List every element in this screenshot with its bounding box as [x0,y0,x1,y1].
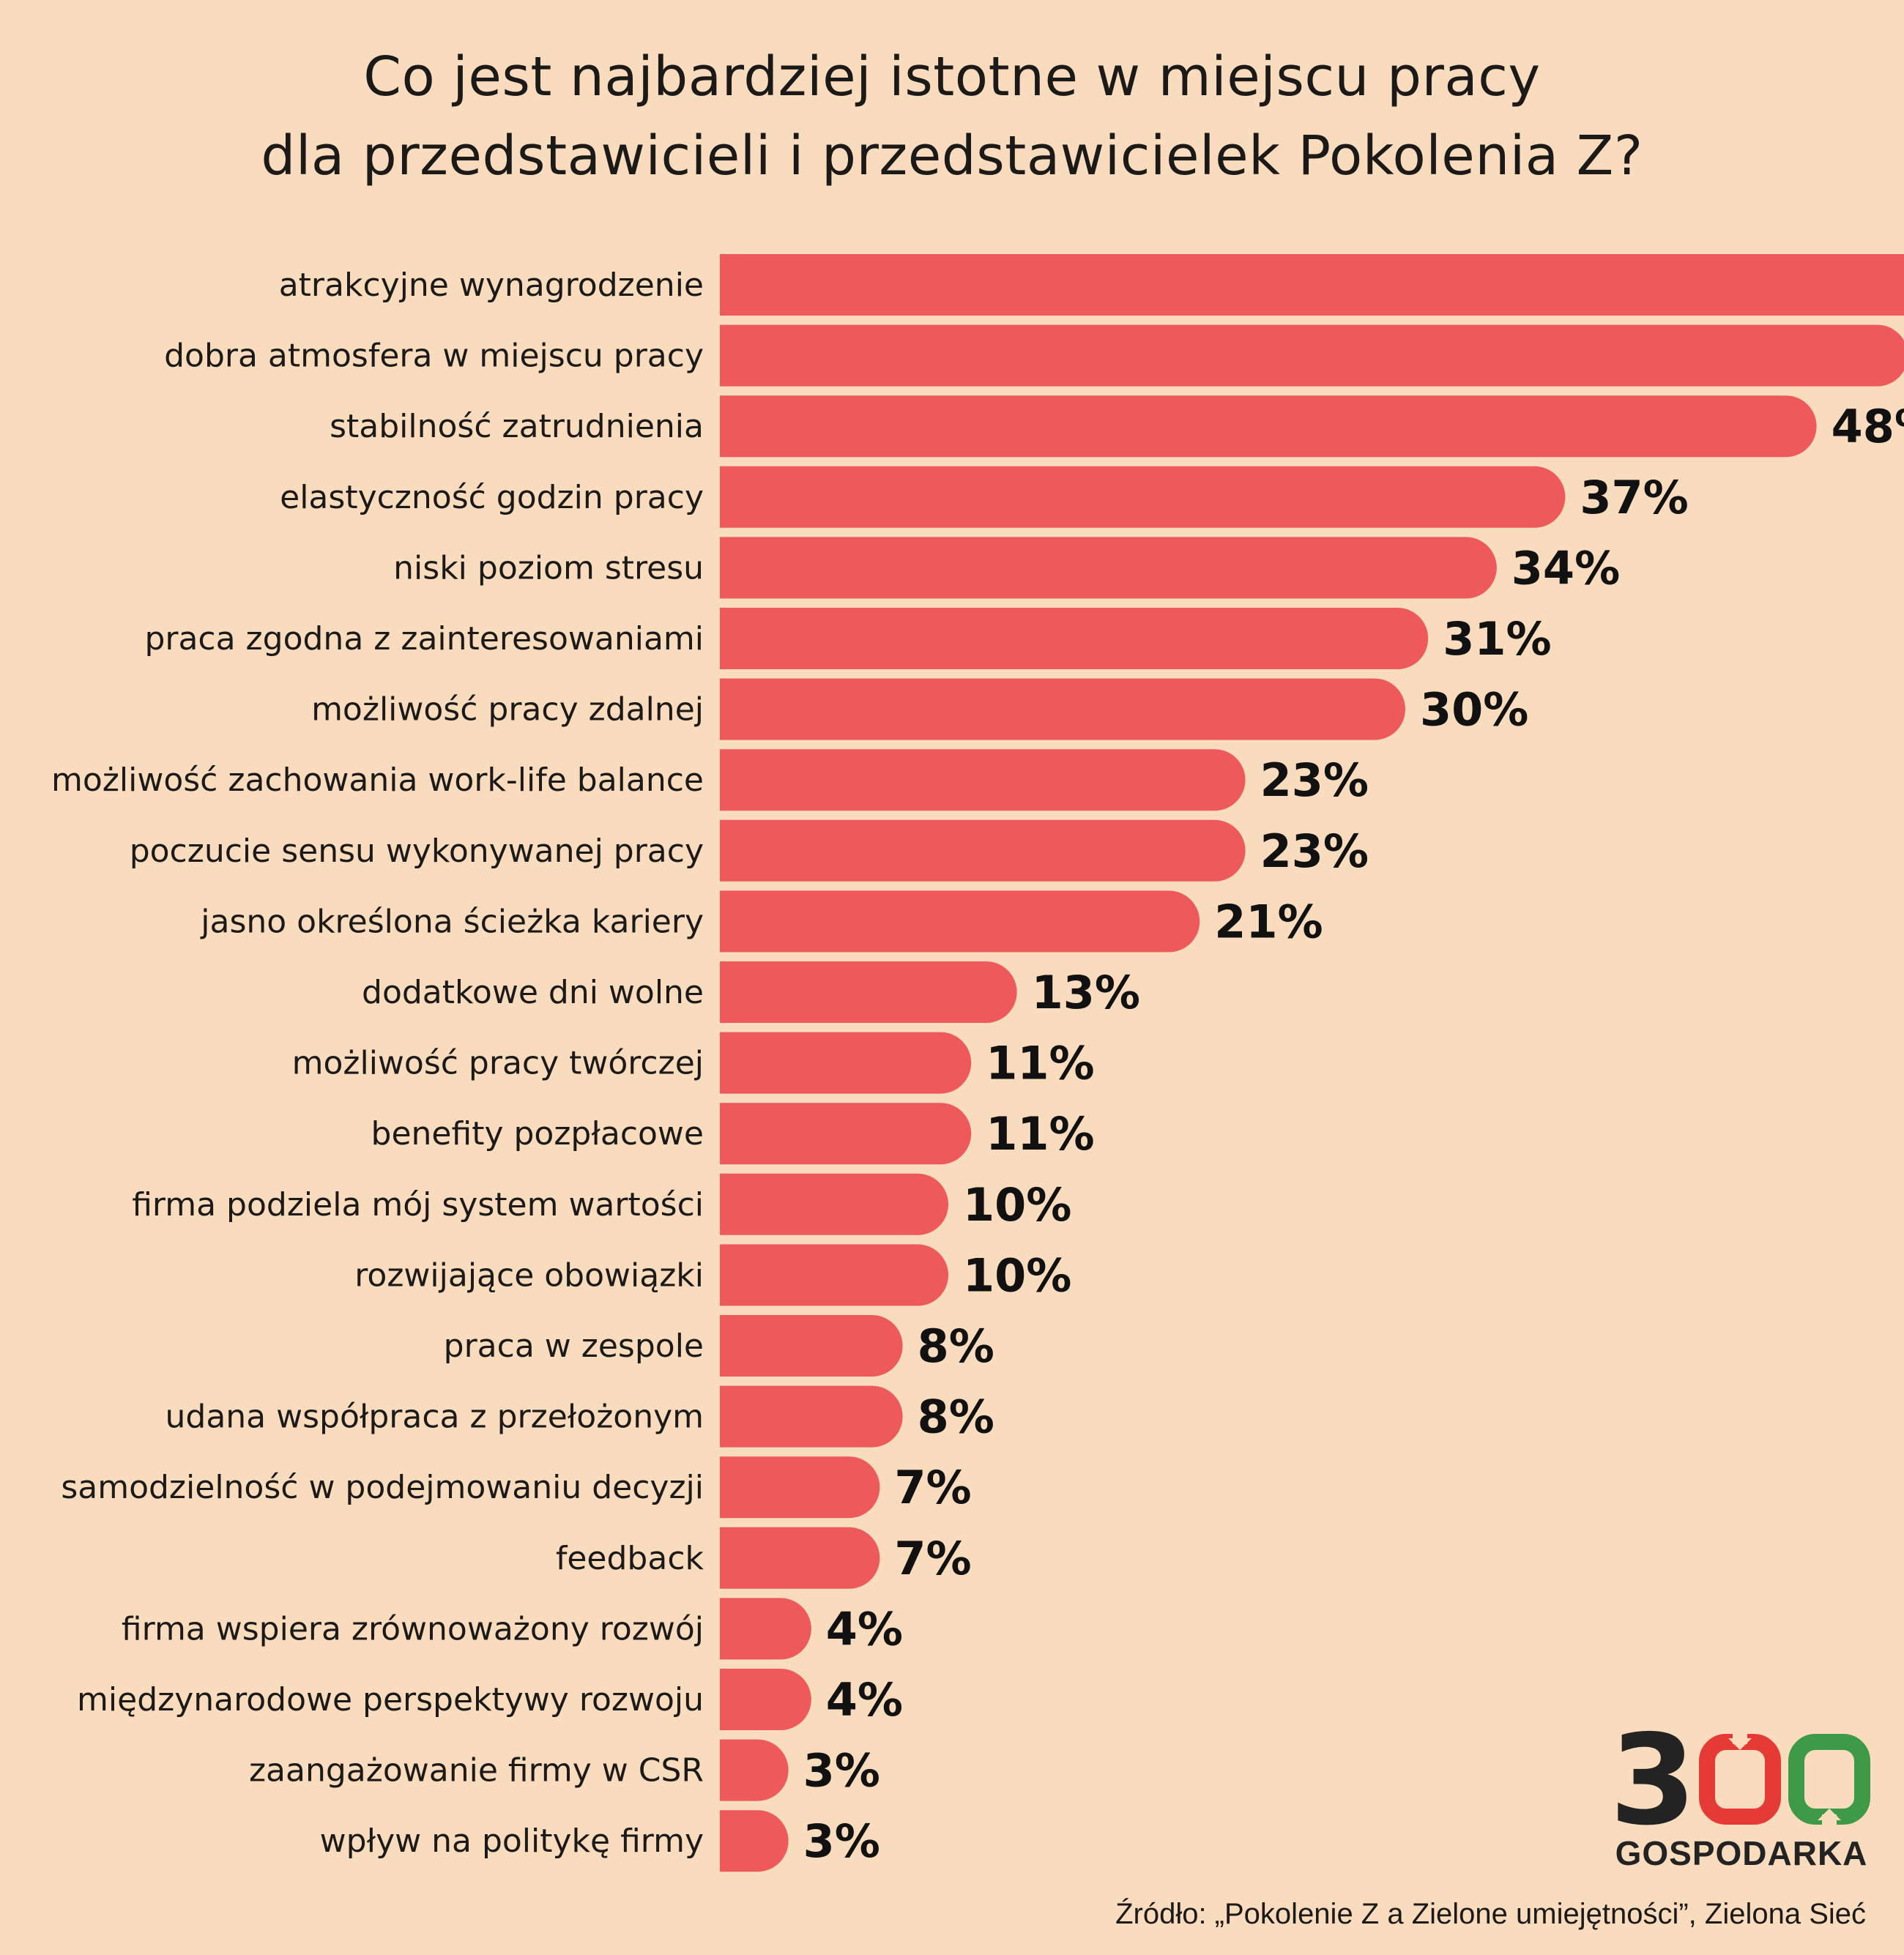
bar-14 [720,1244,948,1306]
bar-2 [720,395,1817,458]
value-label-3: 37% [1580,471,1688,524]
category-label-3: elastyczność godzin pracy [280,479,704,516]
bar-19 [720,1598,811,1660]
bar-0 [720,254,1904,316]
bar-7 [720,749,1246,811]
value-label-5: 31% [1443,612,1551,666]
value-label-8: 23% [1260,824,1369,878]
bar-18 [720,1527,880,1589]
bar-5 [720,608,1429,669]
bar-8 [720,819,1246,882]
bar-20 [720,1669,811,1730]
category-label-14: rozwijające obowiązki [354,1256,704,1294]
bar-4 [720,537,1497,599]
bar-15 [720,1315,903,1377]
category-label-22: wpływ na politykę firmy [320,1822,704,1860]
value-label-11: 11% [986,1037,1094,1090]
category-label-7: możliwość zachowania work-life balance [51,761,704,799]
value-label-4: 34% [1511,541,1620,595]
value-label-12: 11% [986,1107,1094,1161]
category-label-19: firma wspiera zrównoważony rozwój [122,1610,704,1647]
value-label-18: 7% [894,1532,971,1585]
category-label-18: feedback [556,1540,704,1577]
category-label-11: możliwość pracy twórczej [292,1045,704,1082]
bar-6 [720,678,1405,740]
bar-21 [720,1739,789,1801]
value-label-17: 7% [894,1461,971,1514]
category-label-1: dobra atmosfera w miejscu pracy [164,338,704,375]
chart-title-line-1: Co jest najbardziej istotne w miejscu pr… [363,45,1541,108]
bar-16 [720,1385,903,1448]
bar-11 [720,1032,972,1094]
category-label-2: stabilność zatrudnienia [330,408,704,445]
category-label-9: jasno określona ścieżka kariery [200,903,704,940]
category-label-15: praca w zespole [444,1327,704,1365]
logo-wordmark: GOSPODARKA [1615,1834,1868,1872]
bar-9 [720,890,1200,953]
value-label-2: 48% [1832,400,1904,453]
bar-3 [720,466,1566,528]
category-label-10: dodatkowe dni wolne [362,974,704,1011]
bar-22 [720,1810,789,1872]
category-label-6: możliwość pracy zdalnej [311,691,704,729]
value-label-7: 23% [1260,753,1369,807]
category-label-17: samodzielność w podejmowaniu decyzji [61,1469,704,1506]
category-label-12: benefity pozpłacowe [371,1115,704,1152]
value-label-9: 21% [1214,895,1323,948]
gospodarka-300-logo: 3 GOSPODARKA [1610,1708,1873,1876]
value-label-19: 4% [826,1602,903,1656]
value-label-22: 3% [803,1814,880,1868]
bar-12 [720,1103,972,1165]
bar-13 [720,1173,948,1235]
category-label-0: atrakcyjne wynagrodzenie [279,267,704,304]
value-label-6: 30% [1420,683,1528,737]
value-label-10: 13% [1032,966,1140,1019]
category-label-13: firma podziela mój system wartości [132,1186,704,1224]
bar-10 [720,961,1017,1023]
logo-digit-three: 3 [1610,1708,1697,1853]
bar-17 [720,1456,880,1519]
value-label-16: 8% [918,1390,994,1444]
category-label-16: udana współpraca z przełożonym [166,1399,704,1436]
value-label-13: 10% [963,1178,1071,1232]
value-label-14: 10% [963,1248,1071,1302]
category-label-8: poczucie sensu wykonywanej pracy [130,833,704,870]
category-label-4: niski poziom stresu [393,549,704,586]
source-note: Źródło: „Pokolenie Z a Zielone umiejętno… [1115,1898,1866,1930]
value-label-15: 8% [918,1319,994,1373]
logo-red-zero-icon [1699,1734,1781,1825]
value-label-21: 3% [803,1744,880,1798]
logo-green-zero-icon [1788,1734,1870,1825]
bar-1 [720,324,1904,387]
chart-title-line-2: dla przedstawicieli i przedstawicielek P… [261,124,1643,187]
category-label-5: praca zgodna z zainteresowaniami [144,620,704,658]
category-label-21: zaangażowanie firmy w CSR [249,1752,704,1790]
category-label-20: międzynarodowe perspektywy rozwoju [77,1681,704,1718]
value-label-20: 4% [826,1673,903,1727]
